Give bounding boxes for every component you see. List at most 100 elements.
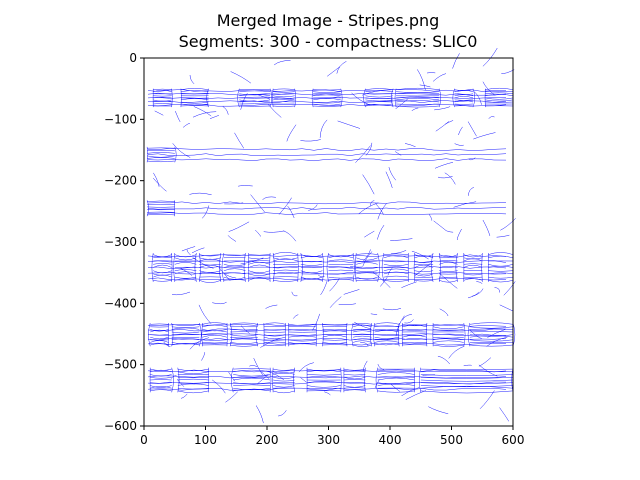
boundary-squiggle	[401, 281, 417, 288]
cell-contour	[180, 98, 209, 101]
cell-contour	[300, 270, 323, 274]
cell-contour	[402, 334, 427, 336]
cell-edge	[467, 322, 471, 347]
cell-contour	[223, 265, 246, 268]
superpixel-cell	[418, 367, 514, 394]
cell-contour	[454, 103, 474, 105]
boundary-squiggle	[273, 60, 291, 66]
superpixel-cell	[180, 88, 209, 108]
cell-edge	[381, 252, 385, 282]
cell-edge	[219, 252, 222, 282]
y-tick-label: −400	[104, 296, 137, 310]
cell-edge	[146, 200, 149, 217]
cell-contour	[420, 374, 514, 376]
cell-edge	[194, 252, 197, 282]
cell-contour	[153, 96, 172, 99]
cell-contour	[383, 255, 409, 259]
boundary-squiggle	[180, 268, 193, 276]
cell-contour	[300, 264, 323, 266]
boundary-squiggle	[434, 106, 451, 111]
boundary-squiggle	[429, 214, 433, 221]
cell-contour	[273, 271, 298, 275]
cell-edge	[148, 322, 151, 347]
cell-contour	[239, 94, 271, 97]
cell-contour	[463, 257, 483, 260]
cell-contour	[288, 335, 317, 338]
cell-contour	[174, 278, 197, 281]
cell-contour	[420, 379, 514, 382]
superpixel-cell	[263, 322, 286, 347]
cell-contour	[488, 276, 514, 279]
boundary-squiggle	[388, 167, 396, 181]
cell-contour	[177, 382, 209, 384]
boundary-squiggle	[262, 196, 276, 200]
boundary-squiggle	[260, 337, 281, 348]
cell-contour	[263, 322, 286, 325]
cell-contour	[343, 377, 366, 380]
cell-contour	[469, 339, 514, 342]
boundary-squiggle	[394, 151, 402, 156]
cell-contour	[396, 96, 440, 99]
stripe-long-line	[147, 328, 507, 332]
boundary-squiggle	[193, 106, 212, 117]
cell-edge	[340, 88, 343, 108]
cell-contour	[343, 387, 366, 389]
cell-contour	[153, 103, 172, 105]
cell-contour	[233, 387, 271, 391]
cell-contour	[343, 385, 366, 388]
cell-contour	[174, 276, 197, 279]
cell-contour	[469, 334, 514, 337]
cell-contour	[273, 371, 295, 374]
cell-contour	[414, 264, 434, 268]
boundary-squiggle	[319, 119, 328, 138]
cell-contour	[199, 257, 221, 260]
cell-contour	[273, 98, 295, 101]
cell-contour	[263, 344, 286, 346]
cell-contour	[420, 382, 514, 385]
stripe-long-line	[147, 158, 507, 162]
cell-contour	[150, 340, 169, 343]
cell-contour	[288, 334, 317, 336]
boundary-squiggle	[454, 143, 464, 146]
cell-contour	[177, 378, 209, 381]
cell-contour	[306, 381, 341, 383]
x-tick-label: 600	[502, 433, 525, 447]
cell-contour	[383, 260, 409, 263]
boundary-squiggle	[476, 281, 483, 284]
boundary-squiggle	[411, 107, 419, 111]
cell-contour	[180, 101, 209, 104]
cell-contour	[328, 266, 354, 268]
cell-contour	[488, 272, 514, 275]
cell-contour	[396, 100, 440, 103]
cell-contour	[377, 383, 415, 386]
stripe-long-line	[147, 148, 507, 151]
superpixel-cell	[467, 322, 516, 347]
cell-contour	[433, 337, 464, 341]
boundary-squiggle	[320, 280, 328, 296]
cell-contour	[374, 325, 400, 328]
cell-contour	[248, 277, 271, 281]
boundary-squiggle	[482, 219, 491, 236]
superpixel-cell	[322, 322, 348, 347]
cell-contour	[153, 99, 172, 102]
cell-contour	[273, 88, 295, 90]
cell-edge	[397, 322, 400, 347]
cell-contour	[383, 280, 409, 282]
cell-contour	[230, 322, 258, 325]
superpixel-cell	[381, 252, 409, 282]
cell-contour	[402, 335, 427, 338]
cell-contour	[150, 374, 172, 377]
x-tick-label: 200	[256, 433, 279, 447]
boundary-squiggle	[312, 313, 320, 331]
cell-contour	[273, 93, 295, 95]
y-tick-label: −600	[104, 419, 137, 433]
superpixel-cell	[146, 200, 176, 217]
boundary-squiggle	[473, 132, 496, 140]
cell-contour	[402, 338, 427, 341]
cell-contour	[147, 152, 175, 154]
boundary-squiggle	[263, 230, 285, 233]
cell-contour	[485, 101, 514, 103]
segment-boundaries	[146, 47, 516, 424]
cell-edge	[370, 322, 372, 347]
boundary-squiggle	[439, 308, 449, 317]
